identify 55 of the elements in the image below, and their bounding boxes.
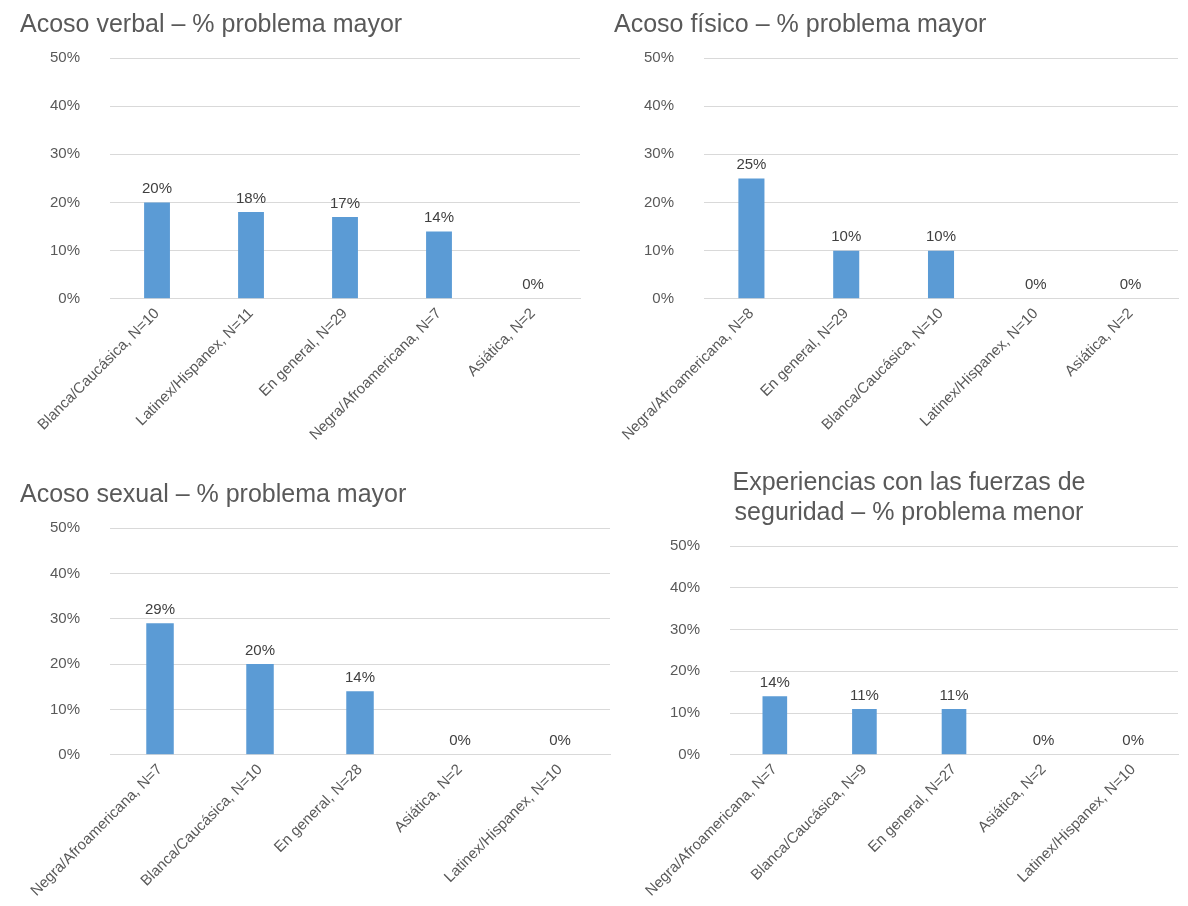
y-tick-label: 10% [49,240,81,258]
y-tick-label: 30% [669,619,701,637]
data-label: 10% [831,227,862,245]
y-tick-label: 30% [49,608,81,626]
y-tick-label: 10% [643,240,675,258]
data-label: 11% [939,685,969,703]
data-label: 14% [423,208,455,226]
y-tick-label: 50% [49,48,81,66]
y-tick-label: 50% [49,518,81,536]
bar [238,212,264,299]
y-tick-label: 20% [49,654,81,672]
chart-title: Experiencias con las fuerzas de seguridad – % problema menor [732,466,1086,525]
data-label: 18% [236,188,267,206]
data-label: 17% [330,193,361,211]
data-label: 0% [1032,731,1055,749]
data-label: 0% [522,275,544,293]
bar [246,664,274,755]
bar [146,623,174,755]
bar [332,216,358,299]
data-label: 0% [1122,731,1145,749]
bar [426,231,452,299]
y-tick-label: 0% [678,744,701,762]
y-tick-label: 50% [643,48,675,66]
chart-title: Acoso sexual – % problema mayor [20,478,407,507]
data-label: 0% [1119,275,1142,293]
data-label: 0% [1024,275,1047,293]
y-tick-label: 20% [669,661,701,679]
data-label: 20% [245,640,276,658]
y-tick-label: 10% [669,703,701,721]
data-label: 25% [736,155,767,173]
y-tick-label: 0% [58,744,81,762]
data-label: 10% [926,227,957,245]
y-tick-label: 10% [49,699,81,717]
y-tick-label: 40% [643,96,675,114]
chart-title: Acoso verbal – % problema mayor [20,8,403,37]
y-tick-label: 50% [669,536,701,554]
y-tick-label: 0% [652,288,675,306]
bar [144,202,170,299]
bar [346,691,374,755]
data-label: 14% [345,667,376,685]
data-label: 0% [449,731,471,749]
data-label: 14% [759,672,790,690]
chart-title: Acoso físico – % problema mayor [614,8,987,37]
y-tick-label: 20% [49,192,81,210]
y-tick-label: 40% [669,577,701,595]
data-label: 0% [549,731,571,749]
data-label: 11% [849,685,879,703]
y-tick-label: 30% [643,144,675,162]
y-tick-label: 20% [643,192,675,210]
y-tick-label: 40% [49,563,81,581]
y-tick-label: 40% [49,96,81,114]
y-tick-label: 30% [49,144,81,162]
data-label: 29% [145,599,176,617]
y-tick-label: 0% [58,288,81,306]
data-label: 20% [142,179,173,197]
